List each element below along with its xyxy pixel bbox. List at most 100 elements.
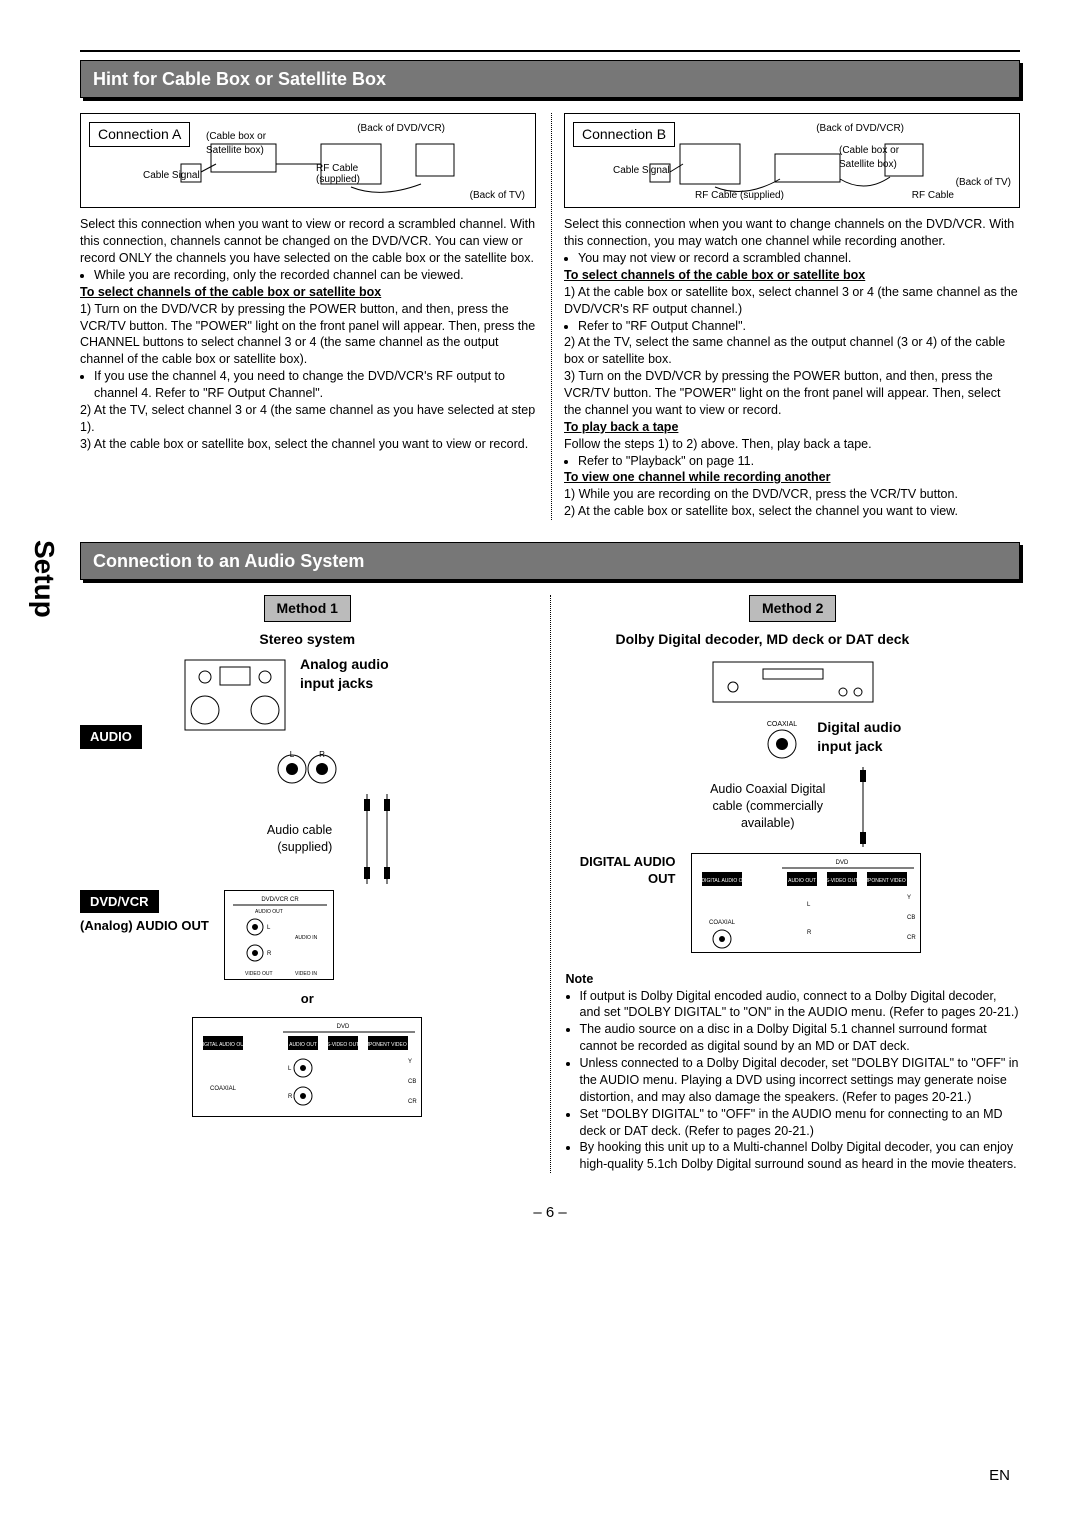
conn-a-bullet1: While you are recording, only the record…	[94, 267, 536, 284]
svg-text:Y: Y	[907, 895, 911, 901]
audio-columns: Method 1 Stereo system Analog audio inpu…	[80, 595, 1020, 1173]
section-header-audio: Connection to an Audio System	[80, 542, 1020, 580]
svg-text:AUDIO OUT: AUDIO OUT	[255, 909, 283, 915]
svg-text:DVD: DVD	[835, 860, 848, 866]
note-4: Set "DOLBY DIGITAL" to "OFF" in the AUDI…	[580, 1106, 1021, 1140]
svg-text:DVD/VCR CR: DVD/VCR CR	[261, 897, 299, 903]
dvdvcr-back-panel-icon: DVD/VCR CR AUDIO OUT L R AUDIO IN VIDEO …	[224, 890, 334, 980]
svg-text:R: R	[319, 750, 325, 759]
back-of-dvdvcr-label: (Back of DVD/VCR)	[357, 122, 445, 136]
dvd-back-panel2-icon: DVD DIGITAL AUDIO O AUDIO OUT S-VIDEO OU…	[691, 853, 921, 953]
note-3: Unless connected to a Dolby Digital deco…	[580, 1055, 1021, 1106]
svg-text:COAXIAL: COAXIAL	[708, 920, 735, 926]
view-step2: 2) At the cable box or satellite box, se…	[564, 503, 1020, 520]
coax-cable-icon	[848, 767, 878, 847]
view-step1: 1) While you are recording on the DVD/VC…	[564, 486, 1020, 503]
svg-text:AUDIO OUT: AUDIO OUT	[788, 878, 816, 884]
connection-a-diagram: Connection A (Back of DVD/VCR) (Cable bo…	[80, 113, 536, 208]
cable-signal-b: Cable Signal	[613, 164, 670, 178]
analog-jacks-label: Analog audio input jacks	[300, 655, 410, 693]
cable-signal-label: Cable Signal	[143, 169, 200, 183]
section-header-hint: Hint for Cable Box or Satellite Box	[80, 60, 1020, 98]
svg-text:AUDIO OUT: AUDIO OUT	[289, 1042, 317, 1048]
svg-text:DIGITAL AUDIO OUT: DIGITAL AUDIO OUT	[199, 1042, 247, 1048]
analog-out-label: (Analog) AUDIO OUT	[80, 917, 209, 935]
connection-a-text: Select this connection when you want to …	[80, 216, 536, 452]
play-note: Refer to "Playback" on page 11.	[578, 453, 1020, 470]
note-1: If output is Dolby Digital encoded audio…	[580, 988, 1021, 1022]
method2-column: Method 2 Dolby Digital decoder, MD deck …	[550, 595, 1021, 1173]
connection-b-diagram: Connection B (Back of DVD/VCR) (Cable bo…	[564, 113, 1020, 208]
svg-text:AUDIO IN: AUDIO IN	[295, 935, 318, 941]
back-of-dvdvcr-b: (Back of DVD/VCR)	[816, 122, 904, 136]
svg-text:CB: CB	[408, 1079, 416, 1085]
rf-cable-b: RF Cable	[912, 189, 954, 203]
play-head: To play back a tape	[564, 419, 1020, 436]
connection-b-column: Connection B (Back of DVD/VCR) (Cable bo…	[551, 113, 1020, 520]
back-tv-b: (Back of TV)	[956, 176, 1011, 190]
svg-text:CB: CB	[907, 915, 915, 921]
note-2: The audio source on a disc in a Dolby Di…	[580, 1021, 1021, 1055]
conn-a-subhead: To select channels of the cable box or s…	[80, 284, 536, 301]
method1-column: Method 1 Stereo system Analog audio inpu…	[80, 595, 535, 1173]
side-tab-setup: Setup	[25, 540, 63, 618]
dolby-deck-icon	[708, 657, 878, 707]
digital-out-label: DIGITAL AUDIO OUT	[566, 853, 676, 888]
svg-text:COAXIAL: COAXIAL	[210, 1086, 237, 1092]
stereo-icon	[180, 655, 290, 745]
svg-text:L: L	[290, 750, 295, 759]
dvdvcr-black-label: DVD/VCR	[80, 890, 159, 914]
conn-b-intro: Select this connection when you want to …	[564, 216, 1020, 250]
audio-cable-label: Audio cable (supplied)	[212, 822, 332, 856]
dvd-back-panel-icon: DVD DIGITAL AUDIO OUT AUDIO OUT S-VIDEO …	[192, 1017, 422, 1117]
svg-text:R: R	[267, 951, 272, 957]
svg-text:COMPONENT VIDEO OUT: COMPONENT VIDEO OUT	[358, 1042, 419, 1048]
method2-label: Method 2	[749, 595, 836, 622]
supplied-label: (supplied)	[316, 173, 360, 187]
rf-supplied-b: RF Cable (supplied)	[695, 189, 784, 203]
conn-b-step2: 2) At the TV, select the same channel as…	[564, 334, 1020, 368]
conn-b-note1: Refer to "RF Output Channel".	[578, 318, 1020, 335]
conn-b-subhead: To select channels of the cable box or s…	[564, 267, 1020, 284]
note-head: Note	[566, 971, 1021, 988]
svg-text:COAXIAL: COAXIAL	[767, 721, 797, 728]
view-head: To view one channel while recording anot…	[564, 469, 1020, 486]
conn-a-intro: Select this connection when you want to …	[80, 216, 536, 267]
svg-text:L: L	[807, 902, 811, 908]
svg-text:VIDEO IN: VIDEO IN	[295, 971, 317, 977]
svg-text:VIDEO OUT: VIDEO OUT	[245, 971, 273, 977]
svg-text:COMPONENT VIDEO OUT: COMPONENT VIDEO OUT	[856, 878, 917, 884]
audio-black-label: AUDIO	[80, 725, 142, 749]
stereo-system-label: Stereo system	[80, 630, 535, 649]
audio-cable-icon	[352, 794, 402, 884]
svg-text:S-VIDEO OUT: S-VIDEO OUT	[327, 1042, 360, 1048]
play-text: Follow the steps 1) to 2) above. Then, p…	[564, 436, 1020, 453]
page-lang: EN	[989, 1466, 1010, 1486]
svg-text:R: R	[288, 1094, 293, 1100]
cable-box-columns: Connection A (Back of DVD/VCR) (Cable bo…	[80, 113, 1020, 520]
conn-b-bullet1: You may not view or record a scrambled c…	[578, 250, 1020, 267]
svg-text:R: R	[807, 930, 812, 936]
page-number: – 6 –	[80, 1203, 1020, 1223]
svg-text:DIGITAL AUDIO O: DIGITAL AUDIO O	[701, 878, 742, 884]
coax-cable-label: Audio Coaxial Digital cable (commerciall…	[708, 781, 828, 832]
conn-a-step1: 1) Turn on the DVD/VCR by pressing the P…	[80, 301, 536, 369]
svg-text:DVD: DVD	[337, 1024, 350, 1030]
conn-b-step3: 3) Turn on the DVD/VCR by pressing the P…	[564, 368, 1020, 419]
digital-jack-label: Digital audio input jack	[817, 718, 927, 756]
conn-a-note1: If you use the channel 4, you need to ch…	[94, 368, 536, 402]
method1-label: Method 1	[264, 595, 351, 622]
or-label: or	[80, 990, 535, 1008]
svg-text:Y: Y	[408, 1059, 412, 1065]
back-of-tv-label: (Back of TV)	[470, 189, 525, 203]
svg-text:CR: CR	[907, 935, 916, 941]
conn-a-step3: 3) At the cable box or satellite box, se…	[80, 436, 536, 453]
note-5: By hooking this unit up to a Multi-chann…	[580, 1139, 1021, 1173]
connection-b-svg	[565, 139, 1019, 219]
rca-jacks-icon: L R	[267, 749, 347, 789]
svg-text:L: L	[288, 1066, 292, 1072]
svg-text:S-VIDEO OUT: S-VIDEO OUT	[825, 878, 858, 884]
conn-b-step1: 1) At the cable box or satellite box, se…	[564, 284, 1020, 318]
conn-a-step2: 2) At the TV, select channel 3 or 4 (the…	[80, 402, 536, 436]
coax-jack-icon: COAXIAL	[760, 718, 805, 763]
